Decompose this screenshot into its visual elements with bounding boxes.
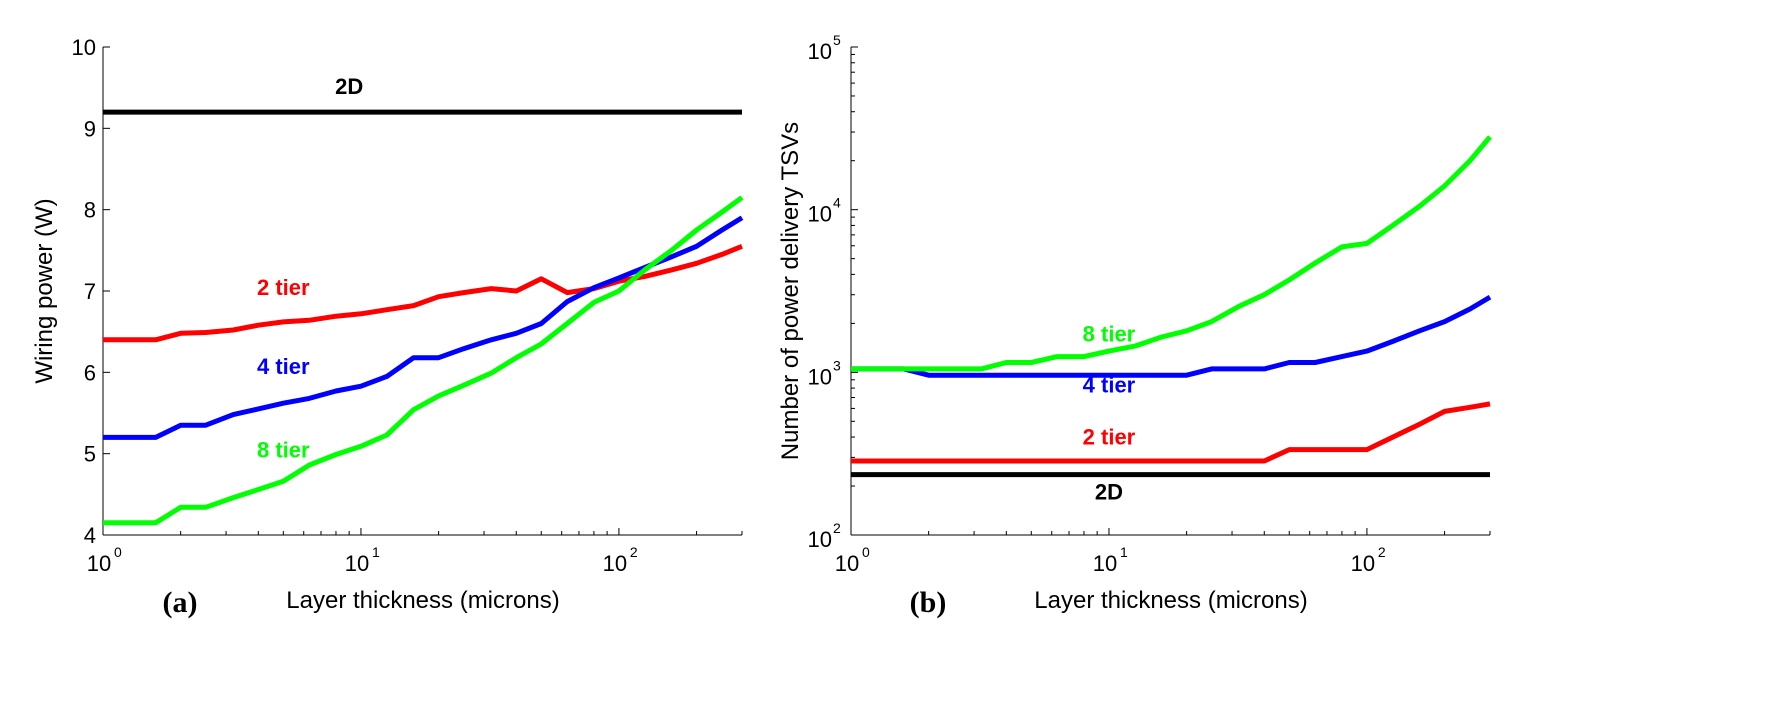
y-axis-label: Number of power delivery TSVs xyxy=(777,122,804,460)
y-tick-exponent: 3 xyxy=(833,357,841,373)
series-label-8-tier: 8 tier xyxy=(1083,321,1136,346)
x-tick-label: 10 xyxy=(835,551,859,576)
x-axis-label: Layer thickness (microns) xyxy=(286,587,559,614)
y-axis-label: Wiring power (W) xyxy=(31,198,58,383)
x-axis-label: Layer thickness (microns) xyxy=(1034,587,1307,614)
x-tick-label: 10 xyxy=(603,551,627,576)
x-tick-exponent: 1 xyxy=(1120,544,1128,560)
series-label-2-tier: 2 tier xyxy=(1083,425,1136,450)
y-tick-label: 10 xyxy=(808,39,832,64)
x-tick-exponent: 0 xyxy=(862,544,870,560)
series-line-2-tier xyxy=(851,401,1491,464)
series-line-8-tier xyxy=(103,195,744,526)
series-label-8-tier: 8 tier xyxy=(257,438,310,463)
series-line-2-tier xyxy=(103,243,743,343)
x-tick-exponent: 2 xyxy=(630,544,638,560)
series-label-2d: 2D xyxy=(1095,480,1123,505)
y-tick-exponent: 2 xyxy=(833,520,841,536)
x-tick-exponent: 2 xyxy=(1378,544,1386,560)
y-tick-label: 7 xyxy=(84,279,96,304)
series-line-8-tier xyxy=(851,135,1492,372)
y-tick-exponent: 5 xyxy=(833,32,841,48)
y-tick-exponent: 4 xyxy=(833,195,841,211)
y-tick-label: 10 xyxy=(808,364,832,389)
y-tick-label: 10 xyxy=(72,35,96,60)
x-tick-label: 10 xyxy=(1351,551,1375,576)
x-tick-exponent: 1 xyxy=(372,544,380,560)
x-tick-exponent: 0 xyxy=(114,544,122,560)
x-tick-label: 10 xyxy=(345,551,369,576)
series-label-2d: 2D xyxy=(335,74,363,99)
y-tick-label: 5 xyxy=(84,442,96,467)
x-tick-label: 10 xyxy=(87,551,111,576)
series-label-2-tier: 2 tier xyxy=(257,275,310,300)
series-label-4-tier: 4 tier xyxy=(1083,373,1136,398)
panel-label: (b) xyxy=(910,586,947,619)
y-tick-label: 8 xyxy=(84,198,96,223)
panel-label: (a) xyxy=(163,586,198,619)
series-line-4-tier xyxy=(851,294,1492,378)
y-tick-label: 9 xyxy=(84,116,96,141)
series-label-4-tier: 4 tier xyxy=(257,354,310,379)
x-tick-label: 10 xyxy=(1093,551,1117,576)
y-tick-label: 4 xyxy=(84,523,96,548)
y-tick-label: 10 xyxy=(808,202,832,227)
y-tick-label: 10 xyxy=(808,527,832,552)
y-tick-label: 6 xyxy=(84,360,96,385)
